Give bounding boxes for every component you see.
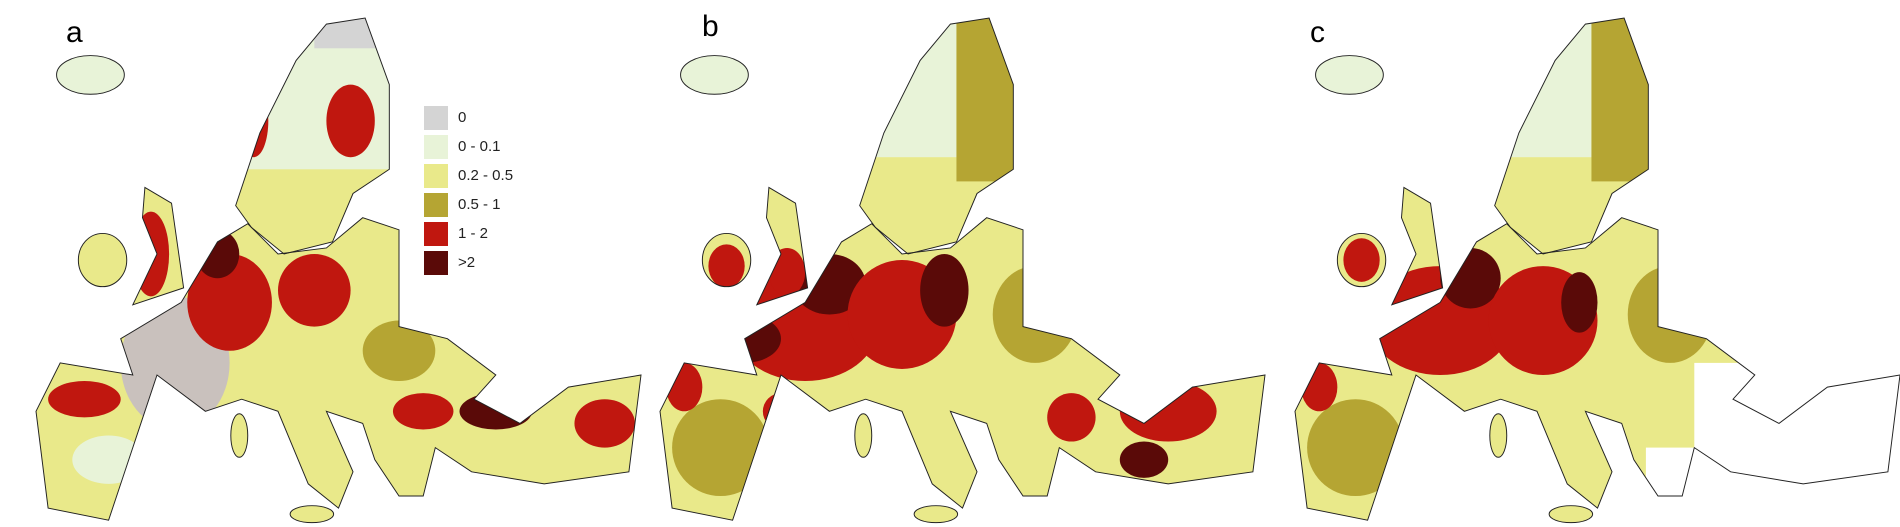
legend-label: 0.5 - 1 bbox=[458, 196, 501, 213]
panel-label: b bbox=[702, 10, 719, 43]
legend-label: 0 - 0.1 bbox=[458, 138, 501, 155]
legend-label: >2 bbox=[458, 254, 475, 271]
legend: 0 0 - 0.1 0.2 - 0.5 0.5 - 1 1 - 2 >2 bbox=[424, 106, 513, 275]
legend-label: 0 bbox=[458, 109, 466, 126]
legend-label: 0.2 - 0.5 bbox=[458, 167, 513, 184]
legend-label: 1 - 2 bbox=[458, 225, 488, 242]
map-b bbox=[659, 17, 1266, 524]
map-a bbox=[35, 17, 642, 524]
legend-swatch bbox=[424, 222, 448, 246]
legend-swatch bbox=[424, 106, 448, 130]
panel-label: a bbox=[66, 16, 83, 49]
legend-swatch bbox=[424, 193, 448, 217]
legend-swatch bbox=[424, 251, 448, 275]
panel-label: c bbox=[1310, 16, 1325, 49]
legend-swatch bbox=[424, 164, 448, 188]
map-c bbox=[1294, 17, 1900, 524]
legend-swatch bbox=[424, 135, 448, 159]
